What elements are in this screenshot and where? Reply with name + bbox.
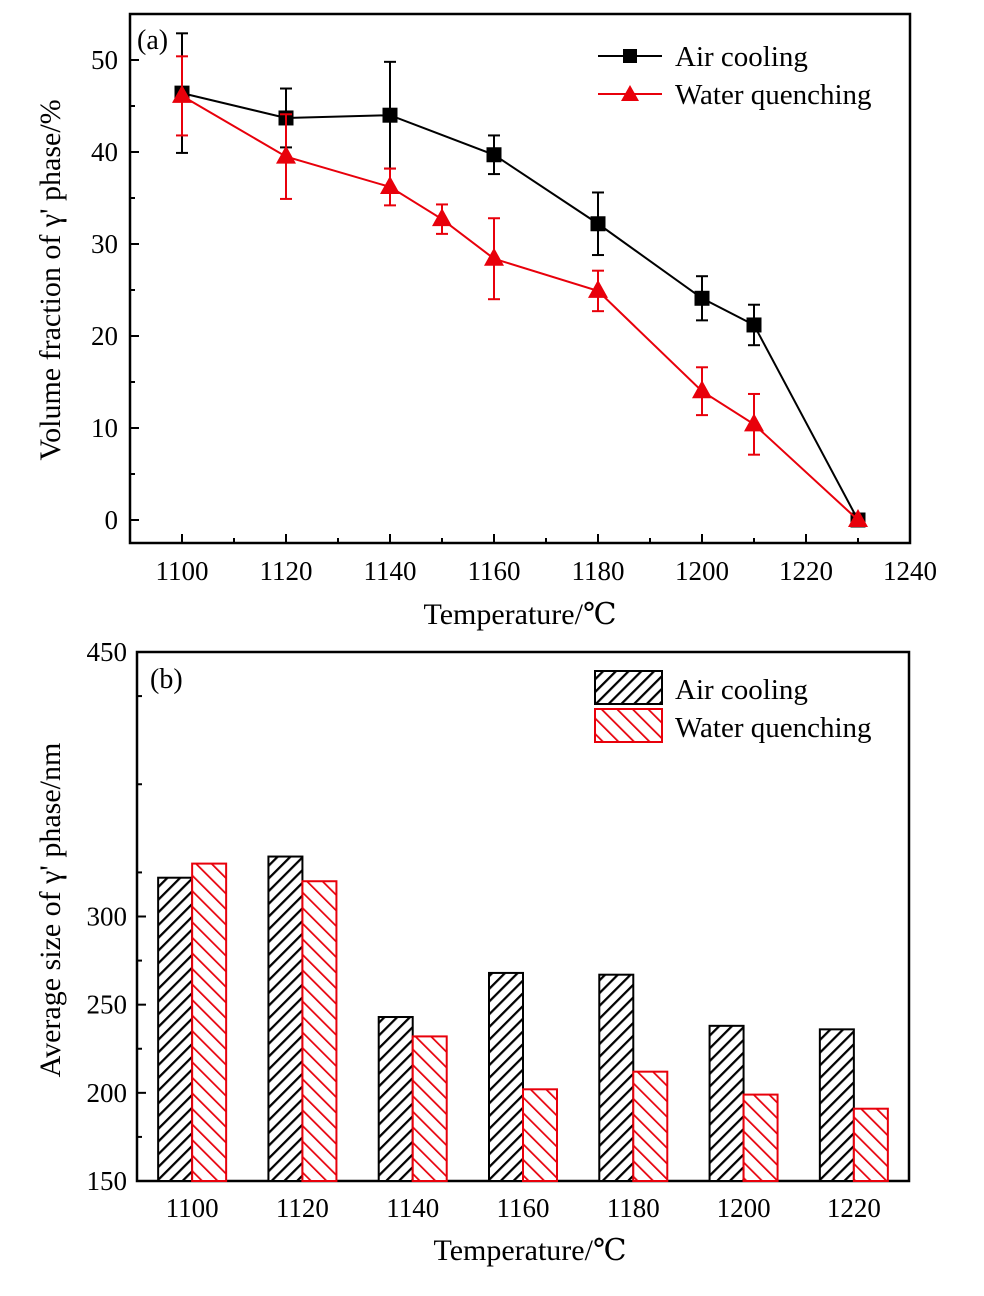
- y-tick-label: 10: [91, 413, 118, 443]
- bar-water-quenching: [411, 1035, 448, 1182]
- bar-air-cooling: [267, 855, 304, 1183]
- x-tick-label: 1160: [468, 556, 521, 586]
- x-tick-label: 1180: [607, 1193, 660, 1223]
- y-axis-title: Average size of γ' phase/nm: [34, 743, 67, 1078]
- y-tick-label: 40: [91, 137, 118, 167]
- data-point-triangle: [380, 175, 400, 194]
- x-axis-title: Temperature/℃: [423, 598, 616, 631]
- x-tick-label: 1140: [364, 556, 417, 586]
- data-point-square: [382, 107, 398, 123]
- legend-marker-air: [623, 49, 637, 63]
- legend-label-water: Water quenching: [675, 79, 872, 111]
- data-point-square: [746, 317, 762, 333]
- plot-area: [172, 32, 868, 528]
- x-tick-label: 1220: [779, 556, 833, 586]
- bars: [157, 855, 889, 1183]
- y-tick-label: 20: [91, 321, 118, 351]
- bar-water-quenching: [191, 862, 228, 1182]
- x-tick-label: 1120: [260, 556, 313, 586]
- bar-air-cooling: [818, 1028, 855, 1183]
- x-axis-title: Temperature/℃: [433, 1234, 626, 1267]
- legend-label-air: Air cooling: [675, 674, 808, 706]
- data-point-triangle: [172, 84, 192, 103]
- data-point-triangle: [692, 380, 712, 399]
- data-point-triangle: [848, 509, 868, 527]
- data-point-triangle: [276, 145, 296, 164]
- x-tick-label: 1200: [675, 556, 729, 586]
- x-tick-label: 1100: [166, 1193, 219, 1223]
- line-chart-panel: 1100 1120 1140 1160 1180 1200 1220 1240 0 10 20 30 4…: [34, 12, 937, 631]
- bar-air-cooling: [157, 876, 194, 1182]
- panel-label: (a): [137, 25, 168, 56]
- data-point-triangle: [588, 279, 608, 298]
- y-tick-label: 250: [87, 990, 128, 1020]
- series-line: [181, 92, 859, 521]
- bar-water-quenching: [632, 1070, 669, 1183]
- axis-ticks: 1100 1120 1140 1160 1180 1200 1220 1240 0 10 20 30 4…: [91, 45, 937, 586]
- data-point-square: [694, 290, 710, 306]
- legend-swatch-air: [594, 670, 663, 705]
- x-tick-label: 1120: [276, 1193, 329, 1223]
- legend: Air cooling Water quenching: [594, 670, 872, 744]
- y-axis-title: Volume fraction of γ' phase/%: [34, 99, 67, 460]
- x-tick-label: 1100: [156, 556, 209, 586]
- data-point-triangle: [432, 208, 452, 227]
- data-point-triangle: [744, 413, 764, 432]
- panel-label: (b): [150, 664, 183, 695]
- legend-label-water: Water quenching: [675, 712, 872, 744]
- legend-swatch-water: [594, 708, 663, 743]
- data-point-square: [590, 216, 606, 232]
- legend: Air cooling Water quenching: [598, 41, 872, 111]
- x-tick-label: 1200: [717, 1193, 771, 1223]
- y-tick-label: 50: [91, 45, 118, 75]
- bar-air-cooling: [708, 1024, 745, 1182]
- y-tick-label: 450: [87, 637, 128, 667]
- plot-frame: [128, 12, 912, 545]
- x-tick-label: 1160: [497, 1193, 550, 1223]
- bar-chart-panel: 150 200 250 300 450 1100 1120 1140 1160 1180 1200 1…: [34, 637, 911, 1267]
- legend-marker-water: [621, 85, 639, 101]
- x-tick-label: 1220: [827, 1193, 881, 1223]
- y-tick-label: 150: [87, 1166, 128, 1196]
- x-tick-label: 1240: [883, 556, 937, 586]
- axis-ticks: 150 200 250 300 450 1100 1120 1140 1160 1180 1200 1…: [87, 637, 881, 1223]
- bar-air-cooling: [598, 973, 635, 1182]
- x-tick-label: 1140: [386, 1193, 439, 1223]
- y-tick-label: 200: [87, 1078, 128, 1108]
- bar-water-quenching: [301, 880, 338, 1182]
- data-point-square: [486, 147, 502, 163]
- data-point-triangle: [484, 247, 504, 266]
- bar-air-cooling: [488, 971, 524, 1183]
- bar-water-quenching: [742, 1093, 779, 1183]
- legend-label-air: Air cooling: [675, 41, 808, 73]
- bar-water-quenching: [852, 1107, 889, 1183]
- bar-water-quenching: [522, 1088, 558, 1182]
- y-tick-label: 0: [105, 505, 119, 535]
- x-tick-label: 1180: [572, 556, 625, 586]
- y-tick-label: 300: [87, 902, 128, 932]
- y-tick-label: 30: [91, 229, 118, 259]
- bar-air-cooling: [377, 1016, 414, 1183]
